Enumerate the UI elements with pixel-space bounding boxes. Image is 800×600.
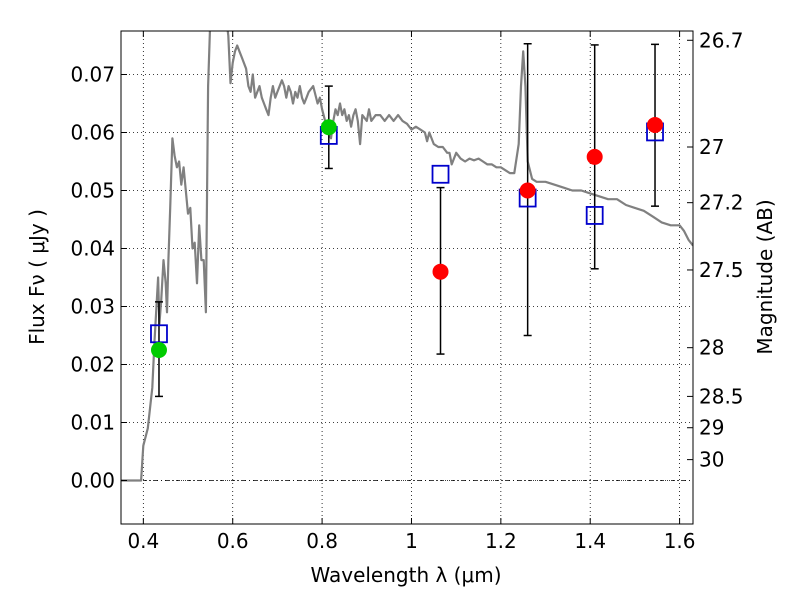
x-tick-label: 1 <box>405 529 418 553</box>
x-axis-ticks: 0.4 0.6 0.8 1 1.2 1.4 1.6 <box>127 31 696 553</box>
y-tick-label: 0.06 <box>70 121 115 145</box>
error-bars <box>154 43 660 398</box>
detected-point <box>150 342 167 358</box>
y-axis-label-right: Magnitude (AB) <box>753 199 777 354</box>
magnitude-tick-label: 28.5 <box>699 384 744 408</box>
x-axis-label: Wavelength λ (μm) <box>310 563 501 587</box>
x-tick-label: 1.6 <box>664 529 696 553</box>
detected-point <box>320 119 337 136</box>
x-tick-label: 0.8 <box>306 529 338 553</box>
magnitude-tick-label: 27.2 <box>699 191 744 215</box>
model-band-square <box>585 206 604 225</box>
magnitude-tick-label: 30 <box>699 448 724 472</box>
magnitude-tick-label: 28 <box>699 336 724 360</box>
magnitude-tick-label: 26.7 <box>699 28 744 52</box>
magnitude-tick-label: 27 <box>699 135 724 159</box>
magnitude-tick-label: 29 <box>699 416 724 440</box>
y-axis-ticks: 0.00 0.01 0.02 0.03 0.04 0.05 0.06 0.07 <box>70 63 127 493</box>
magnitude-axis-ticks: 26.7 27 27.2 27.5 28 28.5 29 30 <box>687 28 744 472</box>
y-tick-label: 0.05 <box>70 179 115 203</box>
nondetected-point <box>586 148 603 165</box>
magnitude-tick-label: 27.5 <box>699 258 744 282</box>
y-axis-label-left: Flux Fν ( μJy ) <box>25 209 49 345</box>
plot-frame <box>120 30 694 525</box>
y-tick-label: 0.03 <box>70 295 115 319</box>
y-tick-label: 0.00 <box>70 469 115 493</box>
x-tick-label: 0.4 <box>127 529 159 553</box>
x-tick-label: 1.4 <box>574 529 606 553</box>
nondetected-point <box>647 116 664 133</box>
y-tick-label: 0.07 <box>70 63 115 87</box>
x-tick-label: 0.6 <box>217 529 249 553</box>
y-tick-label: 0.01 <box>70 411 115 435</box>
model-band-square <box>431 164 450 184</box>
y-tick-label: 0.02 <box>70 353 115 377</box>
x-tick-label: 1.2 <box>485 529 517 553</box>
y-tick-label: 0.04 <box>70 237 115 261</box>
spectrum-line <box>121 31 693 482</box>
nondetected-point <box>519 182 536 199</box>
observed-points <box>150 116 664 358</box>
model-band-squares <box>150 122 664 344</box>
nondetected-point <box>432 263 449 280</box>
model-spectrum <box>121 31 693 482</box>
